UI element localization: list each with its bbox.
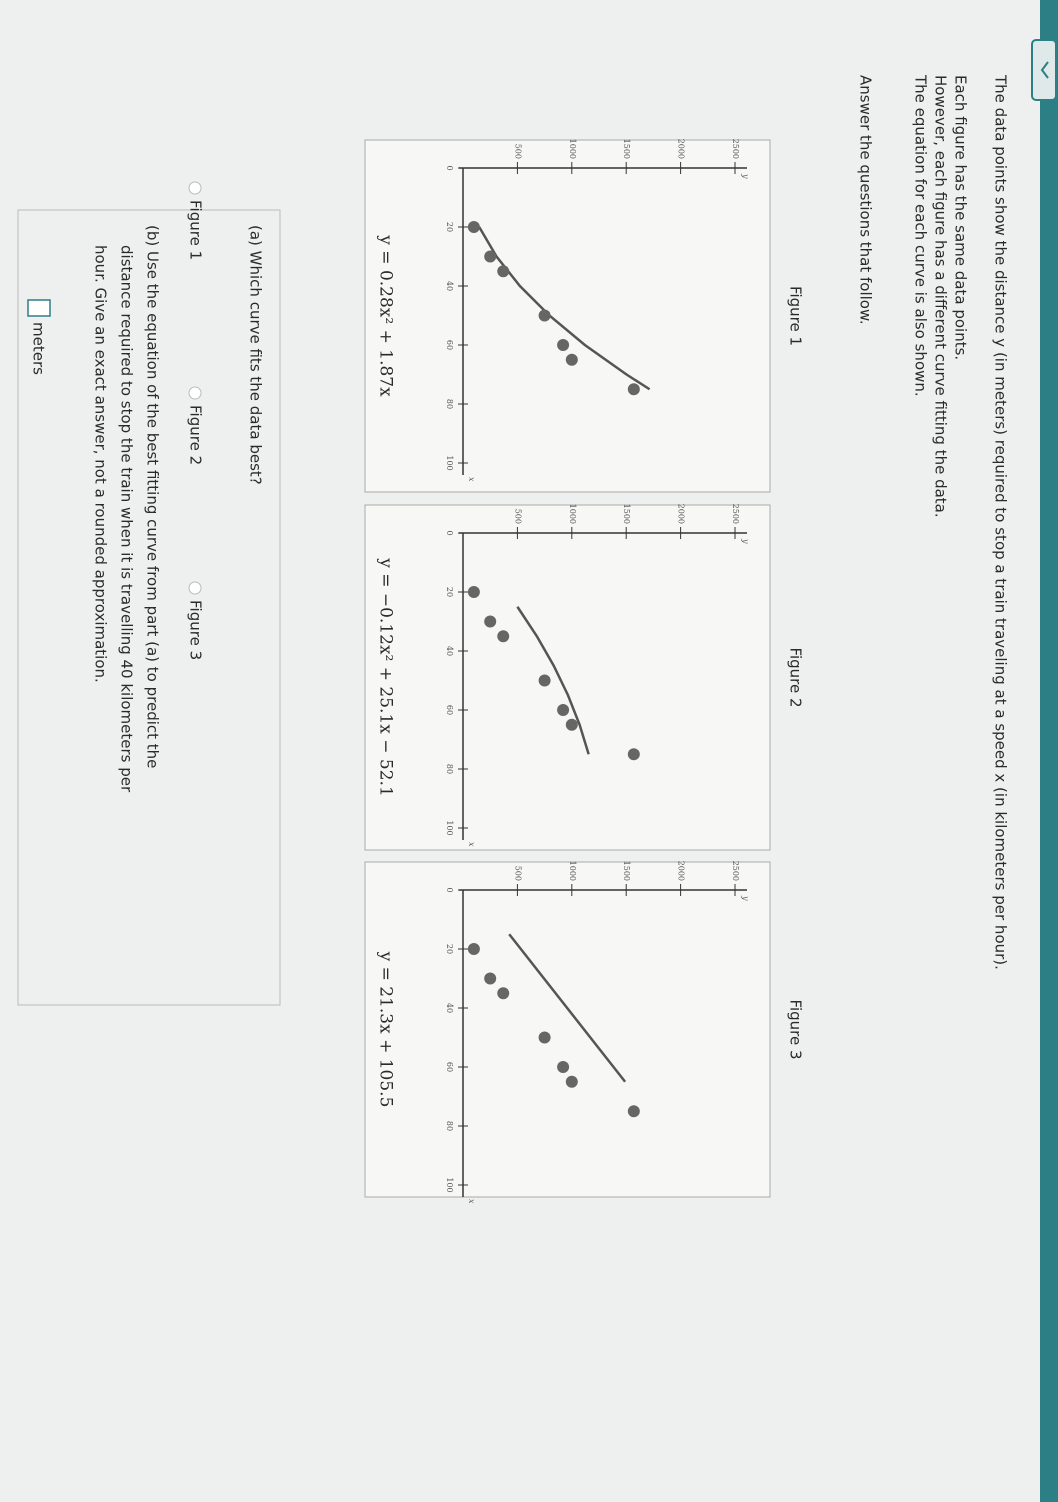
y-tick-label: 500 xyxy=(513,144,522,159)
data-point xyxy=(557,1061,570,1073)
data-point xyxy=(565,1075,578,1088)
x-tick-label: 40 xyxy=(445,646,454,656)
y-tick-label: 1500 xyxy=(622,504,631,524)
intro-text: The data points show the distance y (in … xyxy=(992,74,1010,970)
intro-text: The equation for each curve is also show… xyxy=(912,74,930,397)
radio-button[interactable] xyxy=(188,181,202,195)
data-point xyxy=(467,221,480,233)
data-point xyxy=(484,250,497,263)
y-tick-label: 2500 xyxy=(731,504,740,524)
instruction-text: Answer the questions that follow. xyxy=(857,75,875,325)
intro-text: Each figure has the same data points. xyxy=(952,75,970,360)
y-tick-label: 1000 xyxy=(568,139,577,159)
x-tick-label: 60 xyxy=(445,705,454,715)
equation: y = 21.3x + 105.5 xyxy=(376,951,396,1108)
collapse-tab[interactable] xyxy=(1031,39,1057,101)
y-tick-label: 1500 xyxy=(622,139,631,159)
data-point xyxy=(627,748,640,761)
x-tick-label: 40 xyxy=(445,1003,454,1013)
y-tick-label: 1000 xyxy=(568,504,577,524)
question-box xyxy=(17,209,281,1006)
x-axis-label: x xyxy=(467,1199,476,1204)
data-point xyxy=(467,943,480,955)
x-axis-label: x xyxy=(467,477,476,482)
y-tick-label: 1000 xyxy=(568,861,577,881)
data-point xyxy=(497,630,510,643)
x-tick-label: 20 xyxy=(445,587,454,597)
data-point xyxy=(538,309,551,322)
x-tick-label: 100 xyxy=(445,1177,454,1192)
y-tick-label: 2000 xyxy=(677,861,686,881)
equation: y = −0.12x² + 25.1x − 52.1 xyxy=(376,557,396,797)
data-point xyxy=(565,718,578,731)
y-axis-label: y xyxy=(741,173,750,179)
side-bar xyxy=(1040,0,1058,1502)
x-tick-label: 80 xyxy=(445,399,454,409)
radio-label[interactable]: Figure 2 xyxy=(187,405,205,465)
answer-input[interactable] xyxy=(27,299,51,317)
data-point xyxy=(627,383,640,396)
figure-box xyxy=(364,504,771,851)
data-point xyxy=(627,1105,640,1118)
fitted-curve xyxy=(508,933,627,1083)
x-tick-label: 60 xyxy=(445,1062,454,1072)
radio-button[interactable] xyxy=(188,386,202,400)
radio-button[interactable] xyxy=(188,581,202,595)
intro-text: However, each figure has a different cur… xyxy=(932,75,950,518)
x-tick-label: 40 xyxy=(445,281,454,291)
y-axis-label: y xyxy=(741,538,750,544)
x-axis-label: x xyxy=(467,842,476,847)
x-tick-label: 80 xyxy=(445,1121,454,1131)
data-point xyxy=(484,615,497,628)
y-axis-label: y xyxy=(741,895,750,901)
data-point xyxy=(467,586,480,598)
y-tick-label: 1500 xyxy=(622,861,631,881)
y-tick-label: 500 xyxy=(513,866,522,881)
figure-label: Figure 2 xyxy=(787,647,805,707)
y-tick-label: 2500 xyxy=(731,139,740,159)
data-point xyxy=(538,1031,551,1044)
figure-label: Figure 3 xyxy=(787,999,805,1059)
chevron-icon xyxy=(1040,61,1049,79)
x-tick-label: 100 xyxy=(445,455,454,470)
data-point xyxy=(557,339,570,351)
x-tick-label: 80 xyxy=(445,764,454,774)
x-tick-label: 0 xyxy=(445,530,454,535)
y-tick-label: 2500 xyxy=(731,861,740,881)
data-point xyxy=(497,987,510,1000)
radio-label[interactable]: Figure 1 xyxy=(187,200,205,260)
x-tick-label: 0 xyxy=(445,165,454,170)
data-point xyxy=(497,265,510,278)
figure-box xyxy=(364,861,771,1198)
data-point xyxy=(557,704,570,716)
fitted-curve xyxy=(516,606,590,755)
question-a: (a) Which curve fits the data best? xyxy=(247,225,265,485)
figure-label: Figure 1 xyxy=(787,286,805,346)
y-tick-label: 2000 xyxy=(677,139,686,159)
x-tick-label: 60 xyxy=(445,340,454,350)
y-tick-label: 500 xyxy=(513,509,522,524)
question-b: (b) Use the equation of the best fitting… xyxy=(144,225,162,768)
x-tick-label: 100 xyxy=(445,820,454,835)
data-point xyxy=(565,353,578,366)
question-b: hour. Give an exact answer, not a rounde… xyxy=(92,245,110,683)
question-b: distance required to stop the train when… xyxy=(118,245,136,793)
equation: y = 0.28x² + 1.87x xyxy=(376,234,396,397)
x-tick-label: 0 xyxy=(445,887,454,892)
unit-label: meters xyxy=(30,322,48,375)
x-tick-label: 20 xyxy=(445,222,454,232)
data-point xyxy=(484,972,497,985)
x-tick-label: 20 xyxy=(445,944,454,954)
figure-box xyxy=(364,139,771,493)
data-point xyxy=(538,674,551,687)
y-tick-label: 2000 xyxy=(677,504,686,524)
radio-label[interactable]: Figure 3 xyxy=(187,600,205,660)
